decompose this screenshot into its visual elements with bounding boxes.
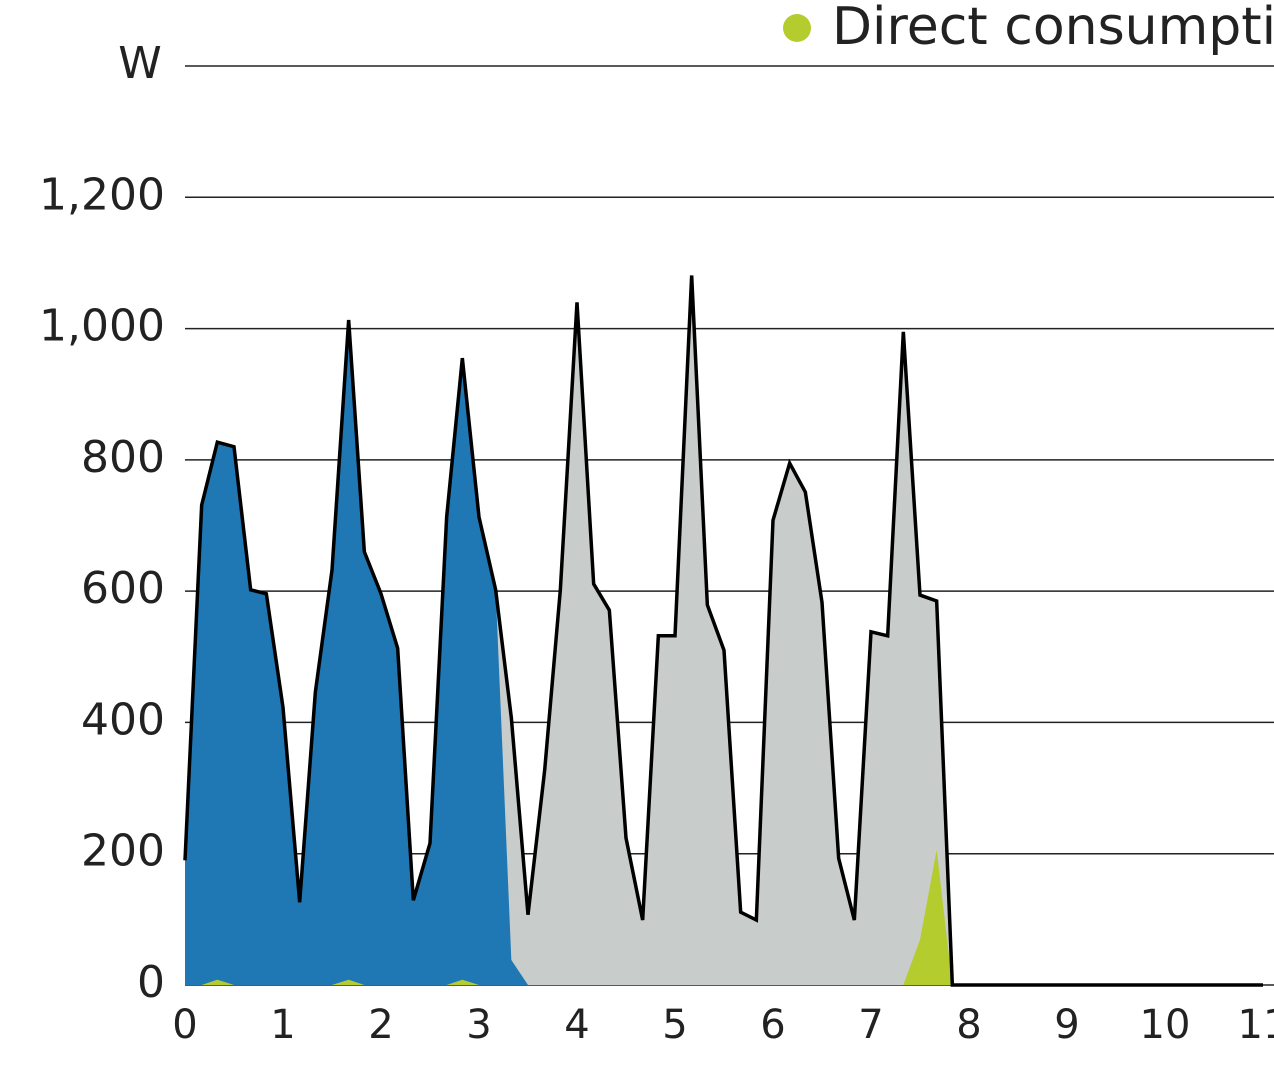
legend-marker [783,14,811,42]
y-tick-label: 200 [81,826,165,877]
y-tick-label: 600 [81,563,165,614]
x-tick-label: 1 [270,1002,295,1048]
total-line [183,275,1263,987]
x-tick-label: 6 [760,1002,785,1048]
y-tick-label: 800 [81,432,165,483]
x-tick-label: 8 [956,1002,981,1048]
x-tick-label: 3 [466,1002,491,1048]
x-tick-label: 4 [564,1002,589,1048]
y-tick-label: 400 [81,694,165,745]
legend-label: Direct consumption [832,0,1274,57]
x-tick-label: 0 [172,1002,197,1048]
x-tick-label: 2 [368,1002,393,1048]
x-tick-label: 11 [1238,1002,1274,1048]
y-tick-label: 0 [137,957,165,1008]
y-axis-label: W [118,38,162,89]
x-tick-label: 7 [858,1002,883,1048]
stacked-area [185,320,1263,986]
y-tick-label: 1,000 [39,301,165,352]
y-tick-label: 1,200 [39,169,165,220]
x-tick-label: 9 [1054,1002,1079,1048]
x-tick-label: 5 [662,1002,687,1048]
x-tick-label: 10 [1140,1002,1191,1048]
